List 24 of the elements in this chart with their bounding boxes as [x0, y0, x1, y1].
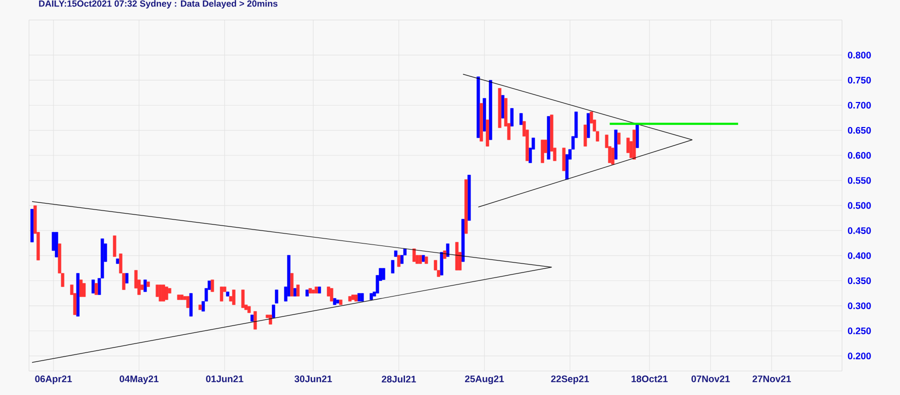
- y-tick-label: 0.600: [848, 152, 871, 159]
- x-tick-label: 01Jun21: [206, 376, 244, 382]
- x-tick-label: 06Apr21: [35, 376, 72, 384]
- y-tick-label: 0.500: [848, 202, 871, 209]
- y-tick-label: 0.700: [848, 102, 871, 109]
- y-tick-label: 0.200: [848, 352, 871, 360]
- y-tick-label: 0.800: [848, 52, 871, 58]
- y-tick-label: 0.750: [848, 76, 871, 84]
- x-tick-label: 07Nov21: [691, 376, 730, 382]
- x-tick-label: 27Nov21: [752, 376, 791, 382]
- y-tick-label: 0.300: [848, 302, 871, 310]
- y-tick-label: 0.350: [848, 277, 871, 284]
- chart-title: DAILY:15Oct2021 07:32 Sydney : Data Delayed > 20mins: [39, 0, 278, 9]
- x-tick-label: 18Oct21: [632, 376, 668, 382]
- y-tick-label: 0.450: [848, 227, 871, 234]
- x-tick-label: 22Sep21: [551, 376, 589, 384]
- y-tick-label: 0.650: [848, 126, 871, 134]
- x-tick-label: 28Jul21: [382, 376, 416, 382]
- y-tick-label: 0.400: [848, 252, 871, 260]
- x-tick-label: 30Jun21: [294, 376, 332, 382]
- y-tick-label: 0.250: [848, 328, 871, 334]
- y-tick-label: 0.550: [848, 177, 871, 184]
- x-tick-label: 04May21: [120, 376, 158, 384]
- x-tick-label: 25Aug21: [465, 376, 504, 384]
